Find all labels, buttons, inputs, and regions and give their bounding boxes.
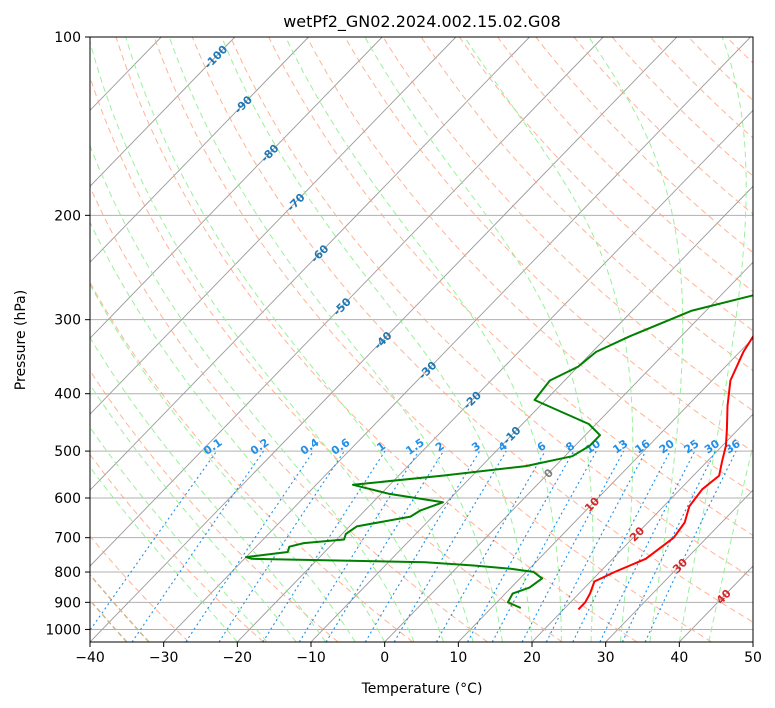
dry-adiabat bbox=[90, 185, 488, 642]
moist-adiabat bbox=[464, 37, 634, 642]
y-tick-label: 100 bbox=[54, 30, 81, 46]
moist-adiabat bbox=[168, 37, 503, 642]
moist-adiabat bbox=[90, 144, 415, 642]
moist-adiabat bbox=[90, 466, 238, 642]
y-tick-label: 800 bbox=[54, 565, 81, 581]
y-tick-label: 500 bbox=[54, 444, 81, 460]
mixing-ratio-line bbox=[599, 450, 696, 642]
isotherm-line bbox=[90, 37, 383, 339]
mixing-ratio-line bbox=[545, 450, 647, 642]
y-tick-label: 600 bbox=[54, 491, 81, 507]
isotherm-line bbox=[90, 37, 309, 263]
x-tick-label: 30 bbox=[597, 650, 615, 666]
mixing-ratio-line bbox=[491, 450, 597, 642]
y-axis-label: Pressure (hPa) bbox=[13, 290, 29, 390]
dry-adiabat bbox=[90, 369, 339, 642]
moist-adiabat bbox=[221, 37, 533, 642]
mixing-ratio-line bbox=[644, 450, 737, 642]
x-tick-label: 40 bbox=[670, 650, 688, 666]
mixing-ratio-line bbox=[521, 450, 625, 642]
isotherm-line bbox=[531, 413, 753, 642]
chart-title: wetPf2_GN02.2024.002.15.02.G08 bbox=[283, 12, 561, 32]
x-tick-label: −20 bbox=[223, 650, 253, 666]
isotherm-line bbox=[90, 37, 457, 415]
moist-adiabat bbox=[364, 37, 594, 642]
x-tick-label: −10 bbox=[296, 650, 326, 666]
y-tick-label: 1000 bbox=[45, 622, 81, 638]
x-tick-label: 20 bbox=[523, 650, 541, 666]
moist-adiabat bbox=[125, 37, 474, 642]
mixing-ratio-line bbox=[298, 450, 420, 642]
mixing-ratio-line bbox=[467, 450, 575, 642]
moist-adiabat bbox=[90, 336, 327, 642]
isotherm-line bbox=[90, 37, 530, 491]
mixing-ratio-line bbox=[364, 450, 481, 642]
moist-adiabat bbox=[90, 283, 356, 642]
dry-adiabat bbox=[90, 281, 414, 642]
mixing-ratio-line bbox=[621, 450, 716, 642]
isotherm-line bbox=[163, 37, 751, 642]
y-tick-label: 400 bbox=[54, 387, 81, 403]
isotherm-line bbox=[90, 37, 678, 642]
mixing-ratio-line bbox=[325, 450, 444, 642]
mixing-ratio-line bbox=[90, 450, 218, 632]
x-axis-label: Temperature (°C) bbox=[361, 681, 483, 697]
x-tick-label: 10 bbox=[449, 650, 467, 666]
y-tick-label: 700 bbox=[54, 531, 81, 547]
x-tick-label: 50 bbox=[744, 650, 762, 666]
dry-adiabat bbox=[90, 75, 563, 642]
plot-frame bbox=[89, 36, 754, 643]
moist-adiabat bbox=[588, 37, 684, 642]
x-tick-label: −40 bbox=[75, 650, 105, 666]
dry-adiabat bbox=[90, 453, 264, 642]
isotherm-line bbox=[605, 489, 753, 642]
dry-adiabat bbox=[115, 37, 638, 642]
moist-adiabat bbox=[90, 39, 445, 642]
isotherm-line bbox=[90, 37, 236, 187]
temperature-profile bbox=[577, 334, 753, 611]
y-tick-label: 200 bbox=[54, 208, 81, 224]
axes: −40 −30 −20 −10 0 10 20 30 40 50 100 200 300 400 500 60… bbox=[45, 30, 762, 666]
isotherm-line bbox=[310, 185, 753, 642]
y-tick-label: 300 bbox=[54, 313, 81, 329]
x-tick-label: −30 bbox=[149, 650, 179, 666]
isotherm-line bbox=[90, 37, 604, 567]
mixing-ratio-line bbox=[218, 450, 345, 642]
moist-adiabat bbox=[90, 383, 297, 642]
dewpoint-profile bbox=[245, 294, 753, 609]
plot-area: 0.1 0.2 0.4 0.6 1 1.5 2 3 4 6 8 10 13 16 20 25 30 36-100-… bbox=[90, 37, 753, 642]
moist-adiabat bbox=[285, 37, 562, 642]
dry-adiabat bbox=[191, 37, 753, 623]
isotherm-line bbox=[384, 261, 753, 642]
moist-adiabat bbox=[90, 426, 268, 642]
mixing-ratio-line bbox=[572, 450, 671, 642]
y-tick-label: 900 bbox=[54, 595, 81, 611]
moist-adiabat bbox=[708, 443, 753, 642]
mixing-ratio-line bbox=[435, 450, 546, 642]
x-tick-label: 0 bbox=[380, 650, 389, 666]
moist-adiabat bbox=[90, 221, 386, 642]
moist-adiabat bbox=[678, 37, 747, 642]
dry-adiabat bbox=[497, 37, 753, 293]
mixing-ratio-line bbox=[262, 450, 386, 642]
